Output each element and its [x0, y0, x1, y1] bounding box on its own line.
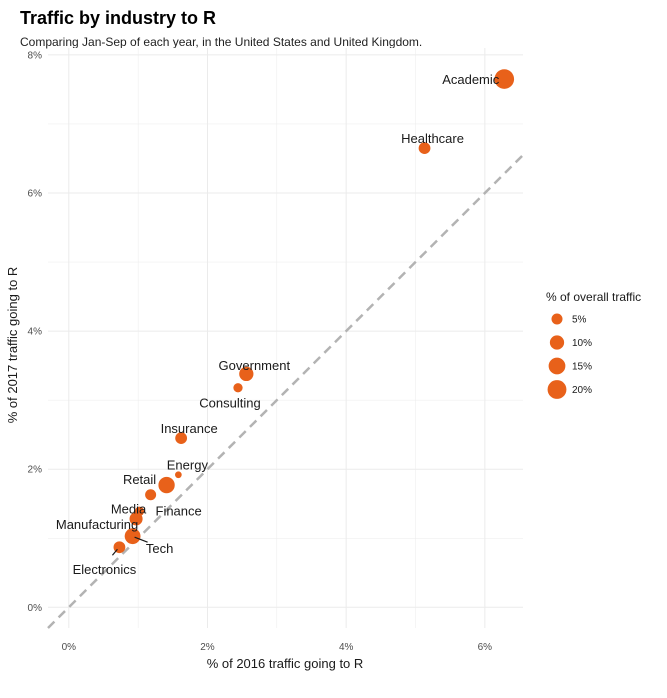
size-legend: % of overall traffic 5% 10% 15% 20% — [546, 290, 641, 399]
x-tick-label: 2% — [200, 642, 215, 653]
reference-line — [47, 154, 524, 629]
label-finance: Finance — [156, 504, 202, 519]
leader-line-electronics — [111, 548, 118, 556]
y-tick-label: 4% — [28, 327, 43, 338]
point-consulting — [233, 383, 243, 393]
x-tick-label: 4% — [339, 642, 354, 653]
point-insurance — [175, 432, 188, 445]
chart-subtitle: Comparing Jan-Sep of each year, in the U… — [20, 35, 423, 49]
x-tick-label: 6% — [478, 642, 493, 653]
x-axis-title: % of 2016 traffic going to R — [207, 656, 364, 671]
legend-key-circle — [549, 335, 565, 350]
chart-title: Traffic by industry to R — [20, 8, 217, 28]
point-finance — [145, 489, 157, 501]
label-media: Media — [111, 501, 147, 516]
legend-key-label: 5% — [572, 315, 587, 326]
data-points — [113, 69, 515, 554]
label-retail: Retail — [123, 472, 156, 487]
y-tick-label: 2% — [28, 465, 43, 476]
legend-key-circle — [547, 380, 567, 399]
point-manufacturing — [129, 512, 143, 526]
point-tech — [124, 528, 141, 545]
data-labels: Academic Healthcare Government Consulting In… — [56, 72, 500, 577]
grid-major — [48, 48, 523, 628]
label-energy: Energy — [167, 458, 209, 473]
reference-line-group — [47, 154, 524, 629]
label-electronics: Electronics — [73, 562, 137, 577]
y-axis-ticks: 0% 2% 4% 6% 8% — [28, 50, 43, 613]
legend-key-label: 20% — [572, 385, 592, 396]
x-axis-ticks: 0% 2% 4% 6% — [62, 642, 493, 653]
legend-key-circle — [548, 357, 566, 375]
point-retail — [158, 476, 175, 494]
point-academic — [494, 69, 515, 89]
y-tick-label: 0% — [28, 603, 43, 614]
label-insurance: Insurance — [161, 421, 218, 436]
point-government — [239, 366, 254, 382]
leader-line-tech — [134, 536, 148, 543]
grid-minor — [48, 48, 523, 628]
legend-key-circle — [551, 313, 563, 325]
point-energy — [175, 471, 182, 479]
label-manufacturing: Manufacturing — [56, 517, 138, 532]
label-leader-lines — [111, 536, 148, 556]
x-tick-label: 0% — [62, 642, 77, 653]
label-tech: Tech — [146, 541, 173, 556]
point-healthcare — [418, 142, 431, 155]
label-government: Government — [219, 358, 291, 373]
y-axis-title: % of 2017 traffic going to R — [5, 267, 20, 424]
legend-title: % of overall traffic — [546, 290, 641, 304]
label-healthcare: Healthcare — [401, 131, 464, 146]
label-academic: Academic — [442, 72, 500, 87]
legend-key-label: 15% — [572, 362, 592, 373]
y-tick-label: 8% — [28, 50, 43, 61]
legend-key-label: 10% — [572, 338, 592, 349]
label-consulting: Consulting — [199, 396, 260, 411]
y-tick-label: 6% — [28, 189, 43, 200]
